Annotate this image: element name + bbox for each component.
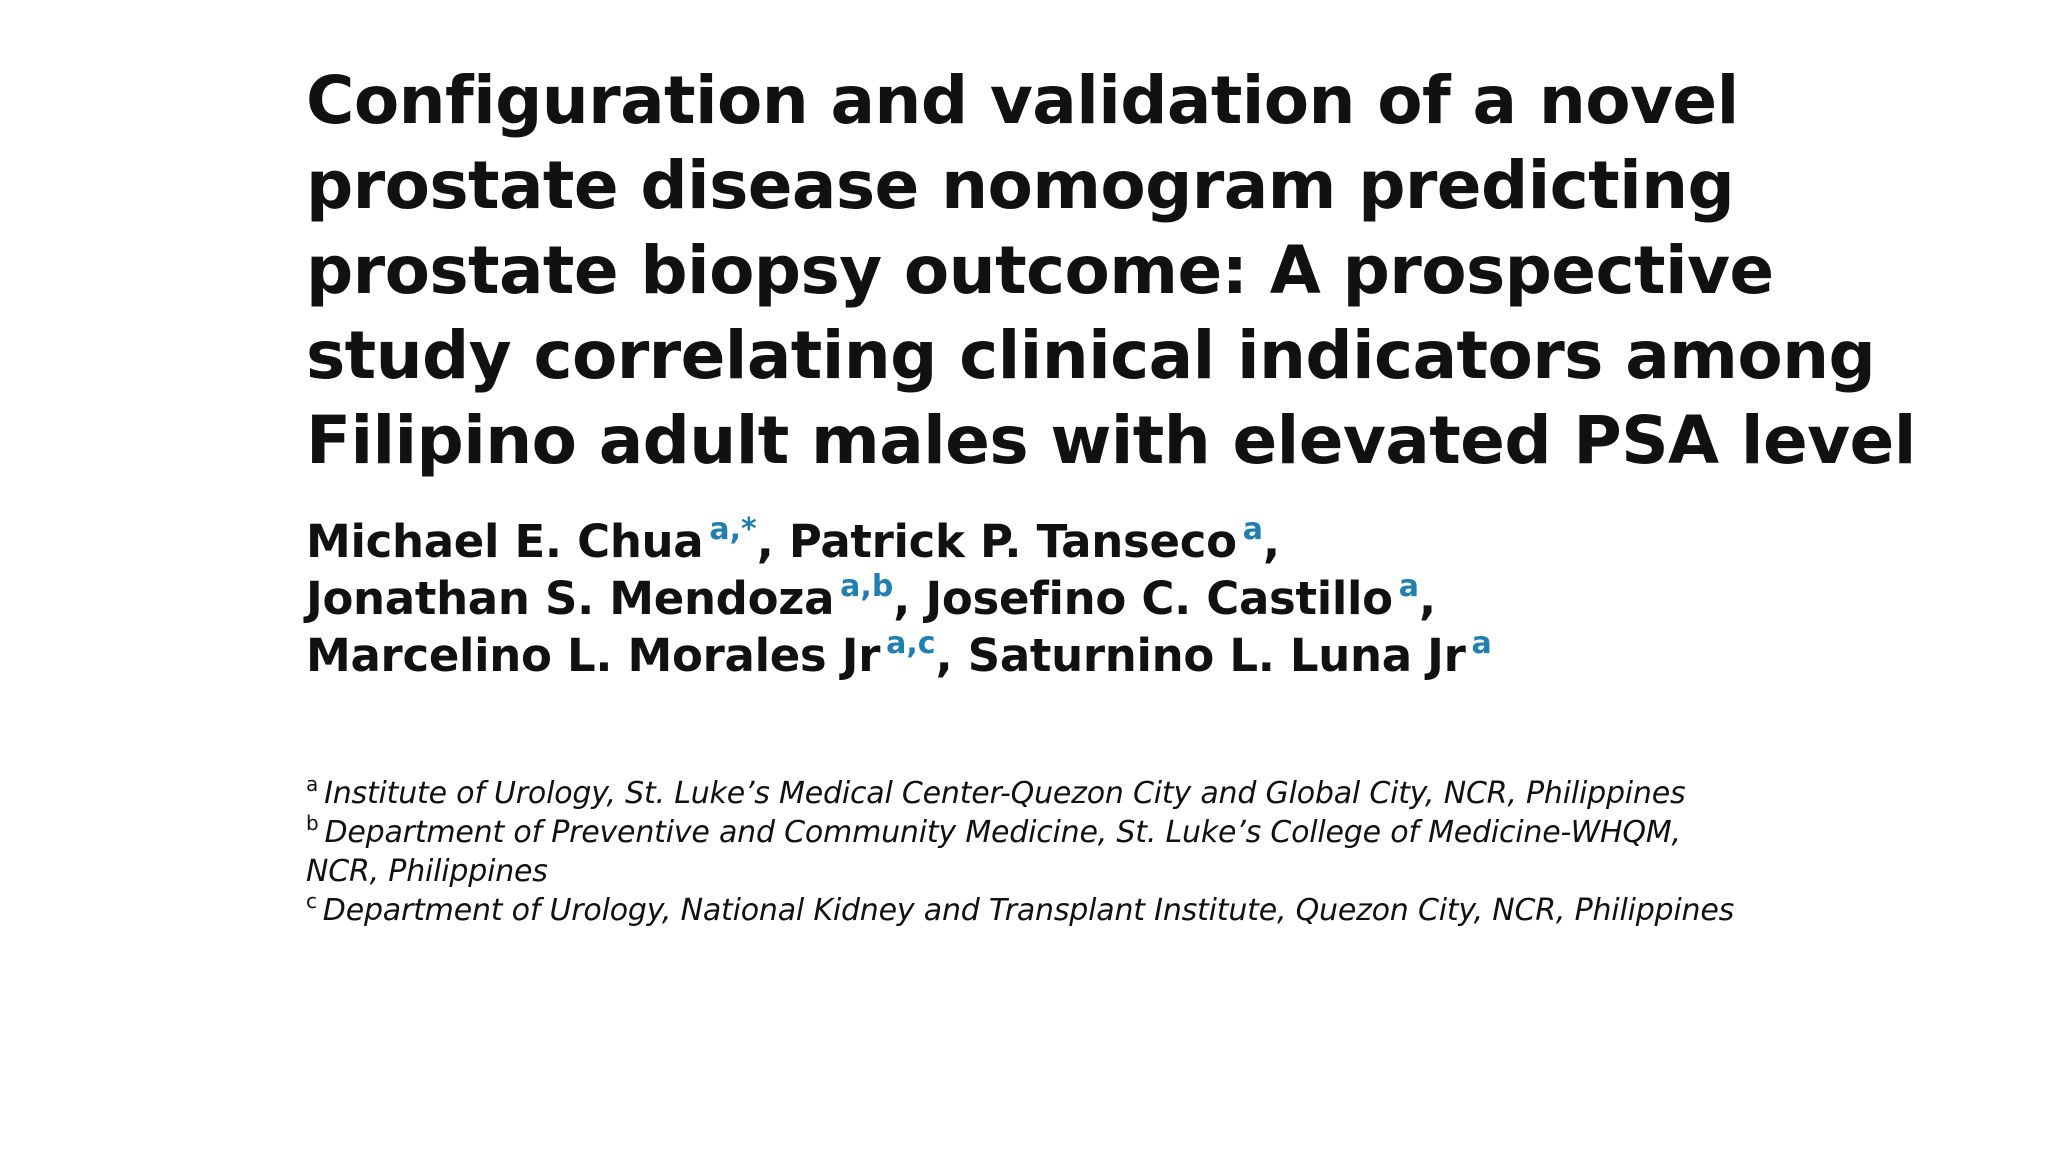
author-name: Saturnino L. Luna Jr xyxy=(967,629,1466,682)
author-affiliation-link[interactable]: a xyxy=(1242,512,1263,547)
author-name: Marcelino L. Morales Jr xyxy=(306,629,881,682)
author-affiliation-link[interactable]: a,c xyxy=(886,626,936,661)
affiliation-item: b Department of Preventive and Community … xyxy=(306,813,1756,891)
author-line-3: Marcelino L. Morales Jr a,c, Saturnino L.… xyxy=(306,627,1806,684)
author-separator: , xyxy=(893,572,911,625)
affiliation-text: Institute of Urology, St. Luke’s Medical… xyxy=(324,776,1686,811)
title-line-1: Configuration and validation of a novel xyxy=(306,62,1739,139)
author-name: Patrick P. Tanseco xyxy=(788,515,1237,568)
author-affiliation-link[interactable]: a,b xyxy=(840,569,894,604)
affiliation-mark: c xyxy=(306,889,317,913)
author-separator: , xyxy=(1418,572,1436,625)
paper-header: Configuration and validation of a novel … xyxy=(306,58,1916,930)
author-name: Josefino C. Castillo xyxy=(925,572,1393,625)
author-separator: , xyxy=(935,629,953,682)
affiliation-item: c Department of Urology, National Kidney … xyxy=(306,891,1756,930)
affiliation-text: Department of Urology, National Kidney a… xyxy=(322,893,1735,928)
author-affiliation-link[interactable]: a,* xyxy=(709,512,757,547)
author-name: Jonathan S. Mendoza xyxy=(306,572,835,625)
title-line-4: study correlating clinical indicators am… xyxy=(306,317,1876,394)
author-list: Michael E. Chua a,*, Patrick P. Tanseco a,… xyxy=(306,513,1806,684)
author-line-1: Michael E. Chua a,*, Patrick P. Tanseco a, xyxy=(306,513,1806,570)
author-name: Michael E. Chua xyxy=(306,515,704,568)
author-separator: , xyxy=(756,515,774,568)
affiliation-mark: b xyxy=(306,811,319,835)
title-line-3: prostate biopsy outcome: A prospective xyxy=(306,232,1774,309)
title-line-5: Filipino adult males with elevated PSA l… xyxy=(306,402,1916,479)
affiliation-text: Department of Preventive and Community M… xyxy=(306,815,1681,889)
affiliation-mark: a xyxy=(306,772,319,796)
paper-title: Configuration and validation of a novel … xyxy=(306,58,1916,483)
author-affiliation-link[interactable]: a xyxy=(1471,626,1492,661)
author-separator: , xyxy=(1262,515,1280,568)
affiliation-item: a Institute of Urology, St. Luke’s Medica… xyxy=(306,774,1756,813)
title-line-2: prostate disease nomogram predicting xyxy=(306,147,1735,224)
author-affiliation-link[interactable]: a xyxy=(1398,569,1419,604)
affiliation-list: a Institute of Urology, St. Luke’s Medica… xyxy=(306,774,1756,930)
author-line-2: Jonathan S. Mendoza a,b, Josefino C. Cast… xyxy=(306,570,1806,627)
